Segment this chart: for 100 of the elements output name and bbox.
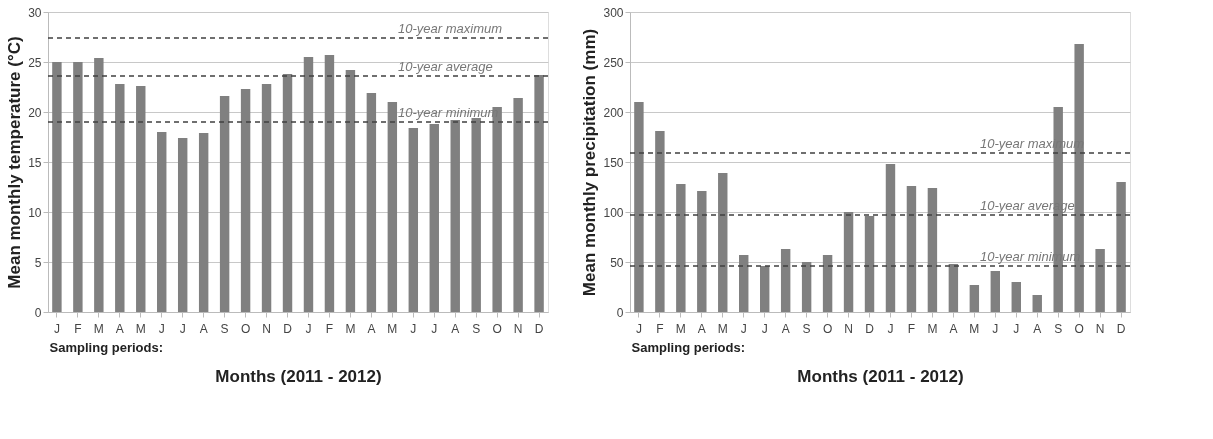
- bar: [969, 285, 980, 312]
- x-axis-title: Months (2011 - 2012): [215, 366, 382, 386]
- bar: [52, 62, 62, 312]
- y-axis-title: Mean monthly temperature (°C): [5, 36, 25, 289]
- bar: [324, 55, 335, 312]
- x-tick-label: O: [492, 321, 502, 336]
- x-tick-label: J: [761, 321, 768, 336]
- x-tick-label: O: [822, 321, 833, 336]
- x-tick-label: J: [431, 321, 438, 336]
- bar: [655, 131, 665, 312]
- bar: [759, 266, 770, 312]
- x-tick-label: A: [697, 321, 706, 336]
- x-tick-label: J: [740, 321, 747, 336]
- x-tick-label: A: [781, 321, 790, 336]
- x-tick-label: D: [865, 321, 875, 336]
- y-tick-label: 250: [603, 55, 624, 70]
- x-axis-title: Months (2011 - 2012): [797, 366, 964, 386]
- x-tick-label: A: [949, 321, 958, 336]
- x-tick-label: M: [927, 321, 938, 336]
- x-tick-label: J: [887, 321, 894, 336]
- x-tick-label: M: [717, 321, 728, 336]
- bar: [303, 57, 314, 312]
- bar: [780, 249, 791, 312]
- text: Sampling periods:: [49, 340, 163, 355]
- bar: [73, 62, 83, 312]
- x-tick-label: O: [240, 321, 251, 336]
- y-tick-label: 200: [603, 105, 624, 120]
- x-tick-label: J: [635, 321, 642, 336]
- x-tick-label: J: [1013, 321, 1020, 336]
- bar: [429, 124, 439, 312]
- x-tick-label: M: [387, 321, 398, 336]
- bar: [282, 74, 293, 312]
- bar: [366, 93, 377, 312]
- x-tick-label: M: [93, 321, 104, 336]
- y-tick-label: 0: [34, 305, 42, 320]
- bar: [345, 70, 356, 312]
- x-tick-label: A: [1033, 321, 1042, 336]
- bar: [136, 86, 146, 312]
- ref-line-label: 10-year maximum: [398, 21, 503, 36]
- x-tick-label: N: [1095, 321, 1105, 336]
- x-tick-label: M: [675, 321, 686, 336]
- y-tick-label: 15: [28, 155, 42, 170]
- bar: [718, 173, 728, 312]
- bar: [843, 212, 854, 312]
- bar: [676, 184, 686, 312]
- x-tick-label: D: [534, 321, 544, 336]
- x-tick-label: F: [656, 321, 664, 336]
- x-tick-label: F: [907, 321, 916, 336]
- bar: [198, 133, 209, 312]
- y-axis-title: Mean monthly precipitation (mm): [580, 28, 600, 297]
- x-tick-label: A: [115, 321, 124, 336]
- x-tick-label: J: [305, 321, 312, 336]
- y-tick-label: 20: [28, 105, 42, 120]
- x-tick-label: N: [844, 321, 853, 336]
- y-tick-label: 300: [603, 5, 624, 20]
- y-tick-label: 100: [603, 205, 624, 220]
- x-tick-label: S: [220, 321, 229, 336]
- x-tick-label: A: [199, 321, 208, 336]
- x-tick-label: J: [53, 321, 60, 336]
- y-tick-label: 30: [28, 5, 42, 20]
- text: Sampling periods:: [631, 340, 745, 355]
- bar: [864, 216, 875, 312]
- x-tick-label: M: [345, 321, 356, 336]
- bar: [801, 262, 812, 312]
- y-tick-label: 5: [34, 255, 42, 270]
- bar: [1095, 249, 1105, 312]
- bar: [906, 186, 917, 312]
- ref-line-label: 10-year average: [398, 59, 493, 74]
- bar: [1011, 282, 1021, 312]
- bar: [885, 164, 896, 312]
- y-tick-label: 10: [28, 205, 42, 220]
- bar: [471, 118, 481, 312]
- x-tick-label: A: [451, 321, 460, 336]
- x-tick-label: M: [135, 321, 146, 336]
- x-tick-label: J: [179, 321, 186, 336]
- x-tick-label: D: [1116, 321, 1126, 336]
- x-tick-label: J: [992, 321, 999, 336]
- bar: [115, 84, 125, 312]
- x-tick-label: S: [472, 321, 481, 336]
- x-tick-label: J: [158, 321, 165, 336]
- x-tick-label: A: [367, 321, 376, 336]
- bar: [408, 128, 419, 312]
- x-tick-label: S: [802, 321, 811, 336]
- x-tick-label: N: [513, 321, 523, 336]
- bar: [513, 98, 523, 312]
- y-tick-label: 50: [610, 255, 624, 270]
- bar: [1116, 182, 1126, 312]
- y-tick-label: 25: [28, 55, 42, 70]
- bar: [387, 102, 398, 312]
- bar: [450, 120, 460, 312]
- x-tick-label: J: [410, 321, 417, 336]
- y-tick-label: 0: [616, 305, 624, 320]
- bar: [948, 264, 959, 312]
- bar: [94, 58, 104, 312]
- x-tick-label: N: [262, 321, 271, 336]
- bar: [927, 188, 938, 312]
- bar: [240, 89, 251, 312]
- bar: [990, 271, 1001, 312]
- bar: [697, 191, 707, 312]
- x-tick-label: O: [1074, 321, 1084, 336]
